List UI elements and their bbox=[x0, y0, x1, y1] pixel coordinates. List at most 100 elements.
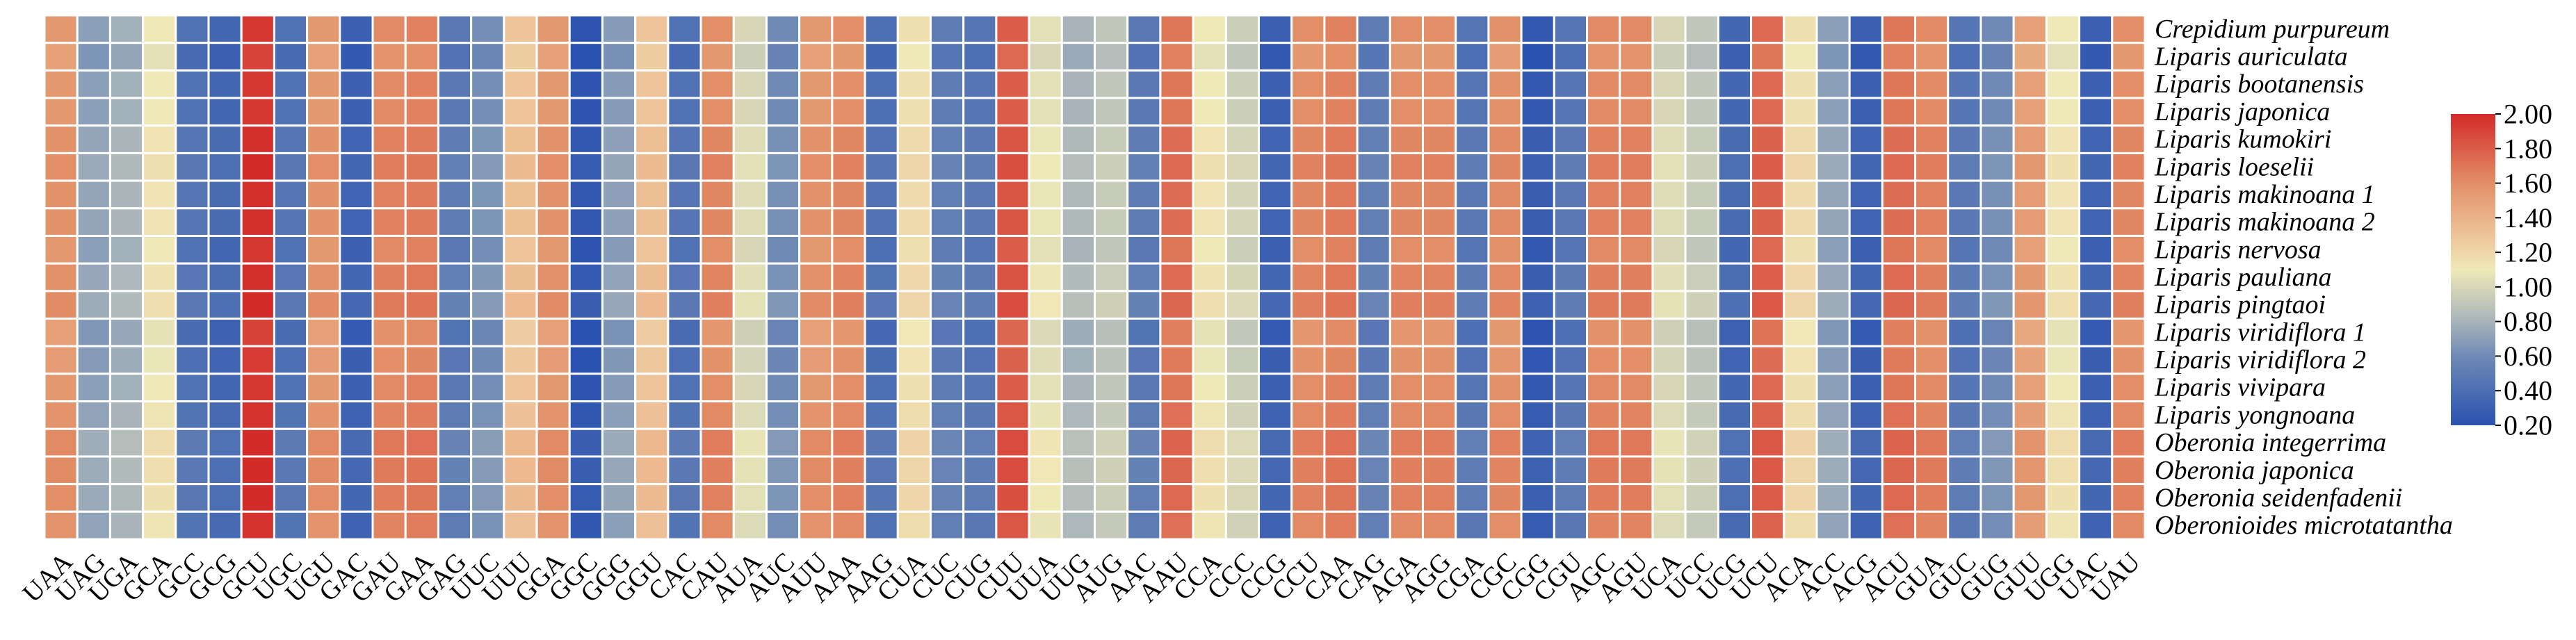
heatmap-cell bbox=[765, 455, 801, 486]
heatmap-cell bbox=[1159, 69, 1194, 99]
heatmap-cell bbox=[765, 97, 801, 127]
heatmap-cell bbox=[1979, 97, 2015, 127]
heatmap-cell bbox=[732, 455, 768, 486]
heatmap-cell bbox=[175, 510, 210, 541]
heatmap-cell bbox=[1848, 179, 1884, 210]
heatmap-cell bbox=[535, 290, 571, 320]
heatmap-cell bbox=[470, 124, 505, 154]
heatmap-cell bbox=[1783, 207, 1818, 237]
heatmap-cell bbox=[1060, 14, 1096, 44]
heatmap-cell bbox=[1717, 207, 1753, 237]
heatmap-cell bbox=[1290, 234, 1326, 265]
heatmap-cell bbox=[339, 262, 374, 293]
heatmap-cell bbox=[207, 510, 243, 541]
heatmap-cell bbox=[1586, 318, 1621, 347]
heatmap-cell bbox=[1783, 262, 1818, 293]
heatmap-cell bbox=[798, 262, 834, 293]
heatmap-cell bbox=[1783, 234, 1818, 265]
heatmap-cell bbox=[962, 318, 998, 347]
heatmap-cell bbox=[929, 69, 965, 99]
heatmap-cell bbox=[142, 42, 177, 72]
heatmap-cell bbox=[2078, 207, 2114, 237]
heatmap-cell bbox=[1881, 510, 1917, 541]
heatmap-cell bbox=[1126, 207, 1162, 237]
heatmap-cell bbox=[1881, 318, 1917, 347]
heatmap-cell bbox=[306, 151, 341, 182]
heatmap-cell bbox=[108, 318, 145, 347]
heatmap-cell bbox=[634, 69, 670, 99]
heatmap-cell bbox=[2111, 97, 2146, 127]
heatmap-cell bbox=[798, 400, 834, 430]
colorbar-tick-label: 0.60 bbox=[2504, 340, 2552, 372]
heatmap-cell bbox=[108, 483, 145, 513]
heatmap-cell bbox=[667, 483, 702, 513]
heatmap-cell bbox=[962, 427, 998, 458]
heatmap-cell bbox=[339, 207, 374, 237]
heatmap-cell bbox=[1881, 455, 1917, 486]
row-label: Liparis makinoana 2 bbox=[2154, 208, 2375, 237]
heatmap-cell bbox=[1586, 179, 1621, 210]
heatmap-cell bbox=[1717, 372, 1753, 403]
heatmap-cell bbox=[2045, 290, 2081, 320]
heatmap-cell bbox=[2012, 14, 2048, 44]
heatmap-cell bbox=[634, 400, 670, 430]
heatmap-cell bbox=[1422, 14, 1457, 44]
heatmap-cell bbox=[1619, 69, 1654, 99]
heatmap-cell bbox=[1586, 14, 1621, 44]
heatmap-cell bbox=[1520, 372, 1555, 403]
heatmap-cell bbox=[43, 427, 79, 458]
heatmap-cell bbox=[1388, 345, 1425, 375]
heatmap-cell bbox=[1914, 318, 1950, 347]
heatmap-cell bbox=[1192, 510, 1227, 541]
heatmap-cell bbox=[896, 234, 932, 265]
heatmap-cell bbox=[1684, 151, 1719, 182]
heatmap-cell bbox=[1979, 372, 2015, 403]
heatmap-cell bbox=[1290, 151, 1326, 182]
heatmap-cell bbox=[273, 124, 309, 154]
heatmap-cell bbox=[1388, 234, 1425, 265]
heatmap-cell bbox=[1520, 345, 1555, 375]
heatmap-cell bbox=[1028, 69, 1063, 99]
heatmap-cell bbox=[404, 69, 439, 99]
heatmap-cell bbox=[142, 372, 177, 403]
heatmap-cell bbox=[1619, 318, 1654, 347]
heatmap-cell bbox=[1422, 69, 1457, 99]
heatmap-cell bbox=[470, 483, 505, 513]
heatmap-cell bbox=[1947, 179, 1982, 210]
heatmap-cell bbox=[76, 290, 111, 320]
heatmap-cell bbox=[1651, 510, 1687, 541]
heatmap-cell bbox=[1750, 14, 1785, 44]
heatmap-cell bbox=[864, 179, 899, 210]
heatmap-cell bbox=[995, 207, 1030, 237]
heatmap-cell bbox=[896, 97, 932, 127]
heatmap-cell bbox=[339, 455, 374, 486]
heatmap-cell bbox=[699, 179, 735, 210]
heatmap-cell bbox=[601, 97, 637, 127]
heatmap-cell bbox=[896, 400, 932, 430]
heatmap-cell bbox=[2078, 510, 2114, 541]
heatmap-cell bbox=[339, 427, 374, 458]
heatmap-cell bbox=[108, 124, 145, 154]
heatmap-cell bbox=[1060, 483, 1096, 513]
heatmap-cell bbox=[1881, 179, 1917, 210]
heatmap-cell bbox=[929, 318, 965, 347]
heatmap-cell bbox=[339, 14, 374, 44]
heatmap-cell bbox=[1455, 483, 1490, 513]
heatmap-cell bbox=[207, 179, 243, 210]
heatmap-cell bbox=[371, 179, 407, 210]
heatmap-cell bbox=[1848, 427, 1884, 458]
row-label: Oberonioides microtatantha bbox=[2155, 511, 2453, 540]
heatmap-cell bbox=[142, 69, 177, 99]
heatmap-cell bbox=[667, 345, 702, 375]
heatmap-cell bbox=[1520, 234, 1555, 265]
heatmap-cell bbox=[273, 151, 309, 182]
heatmap-cell bbox=[1848, 69, 1884, 99]
heatmap-cell bbox=[207, 151, 243, 182]
heatmap-cell bbox=[1783, 179, 1818, 210]
heatmap-cell bbox=[1094, 151, 1129, 182]
heatmap-cell bbox=[929, 179, 965, 210]
heatmap-cell bbox=[1815, 42, 1851, 72]
heatmap-cell bbox=[2111, 262, 2146, 293]
heatmap-cell bbox=[1553, 124, 1589, 154]
heatmap-cell bbox=[995, 290, 1030, 320]
